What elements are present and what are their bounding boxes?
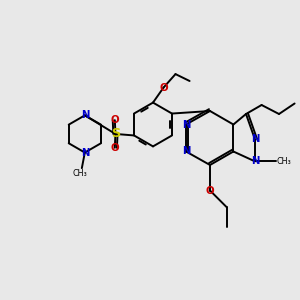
Text: N: N — [251, 134, 259, 145]
Text: O: O — [159, 82, 168, 93]
Text: N: N — [182, 119, 190, 130]
Text: O: O — [110, 115, 119, 125]
Text: N: N — [182, 146, 190, 157]
Text: CH₃: CH₃ — [73, 169, 88, 178]
Text: N: N — [81, 148, 89, 158]
Text: O: O — [206, 185, 214, 196]
Text: S: S — [111, 128, 120, 140]
Text: CH₃: CH₃ — [276, 157, 291, 166]
Text: N: N — [81, 110, 89, 120]
Text: N: N — [251, 156, 259, 167]
Text: O: O — [110, 143, 119, 153]
